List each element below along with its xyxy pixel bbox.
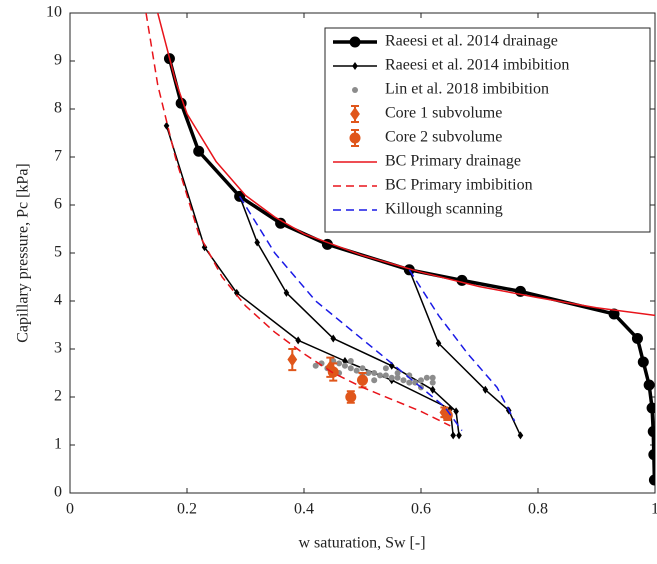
marker [350, 107, 360, 121]
marker [295, 336, 301, 345]
marker [450, 431, 456, 440]
marker [517, 431, 524, 440]
marker [341, 362, 348, 369]
y-tick-label: 2 [54, 388, 62, 405]
legend-box [324, 27, 651, 233]
x-tick-label: 1 [651, 501, 657, 518]
marker [423, 374, 430, 381]
y-tick-label: 7 [54, 148, 62, 165]
series-line [145, 13, 451, 427]
x-tick-label: 0.2 [177, 501, 197, 518]
legend-label: Raeesi et al. 2014 drainage [385, 33, 558, 50]
legend: Raeesi et al. 2014 drainage Raeesi et al.… [324, 27, 651, 233]
marker [353, 367, 360, 374]
marker [352, 62, 358, 70]
marker [637, 356, 649, 368]
y-tick-label: 6 [54, 196, 62, 213]
marker [377, 372, 384, 379]
marker [643, 379, 655, 391]
y-tick-label: 3 [54, 340, 62, 357]
marker [283, 288, 290, 297]
marker [647, 426, 655, 438]
marker [254, 238, 260, 247]
marker [648, 474, 655, 486]
marker [435, 339, 442, 348]
x-tick-label: 0.4 [294, 501, 314, 518]
marker [394, 374, 401, 381]
marker [608, 308, 620, 320]
marker [342, 357, 348, 365]
x-axis-label: w saturation, Sw [-] [298, 535, 425, 552]
marker [193, 145, 205, 157]
marker [349, 132, 361, 144]
series-line [239, 195, 516, 432]
marker [429, 379, 436, 386]
y-tick-label: 5 [54, 244, 62, 261]
marker [365, 370, 372, 376]
marker [233, 288, 240, 297]
marker [371, 370, 378, 376]
legend-label: Core 2 subvolume [385, 129, 502, 146]
y-tick-label: 8 [54, 100, 62, 117]
marker [312, 362, 319, 369]
y-tick-label: 4 [54, 292, 62, 309]
marker [327, 366, 339, 378]
marker [330, 334, 337, 343]
legend-label: Raeesi et al. 2014 imbibition [385, 57, 569, 74]
marker [357, 374, 368, 386]
y-tick-label: 1 [54, 436, 62, 453]
x-tick-label: 0 [66, 501, 74, 518]
marker [347, 365, 354, 372]
marker [359, 365, 366, 372]
marker [394, 370, 401, 376]
plot [145, 13, 655, 486]
legend-label: Core 1 subvolume [385, 105, 502, 122]
x-tick-label: 0.8 [528, 501, 548, 518]
marker [388, 361, 395, 370]
marker [406, 379, 413, 386]
legend-label: Killough scanning [385, 201, 503, 218]
y-axis-label: Capillary pressure, Pc [kPa] [15, 163, 32, 343]
legend-label: Lin et al. 2018 imbibition [385, 81, 549, 98]
legend-label: BC Primary drainage [385, 153, 521, 170]
y-tick-label: 0 [54, 484, 62, 501]
marker [482, 385, 489, 394]
y-tick-label: 9 [54, 52, 62, 69]
marker [646, 402, 655, 414]
marker [349, 36, 361, 48]
marker [453, 407, 459, 416]
marker [418, 377, 424, 384]
marker [347, 358, 354, 364]
marker [287, 352, 298, 367]
marker [456, 431, 462, 440]
marker [345, 391, 357, 403]
marker [201, 243, 208, 252]
marker [388, 374, 395, 381]
marker [371, 377, 378, 384]
marker [336, 360, 343, 367]
marker [631, 332, 643, 344]
marker [382, 372, 389, 379]
marker [163, 121, 170, 130]
marker [648, 449, 655, 461]
marker [400, 377, 407, 384]
marker [382, 365, 389, 372]
marker [429, 374, 436, 381]
x-tick-label: 0.6 [411, 501, 431, 518]
marker [429, 385, 436, 394]
marker [352, 87, 358, 93]
legend-label: BC Primary imbibition [385, 177, 533, 194]
y-tick-label: 10 [46, 4, 62, 21]
series-line [157, 13, 655, 317]
